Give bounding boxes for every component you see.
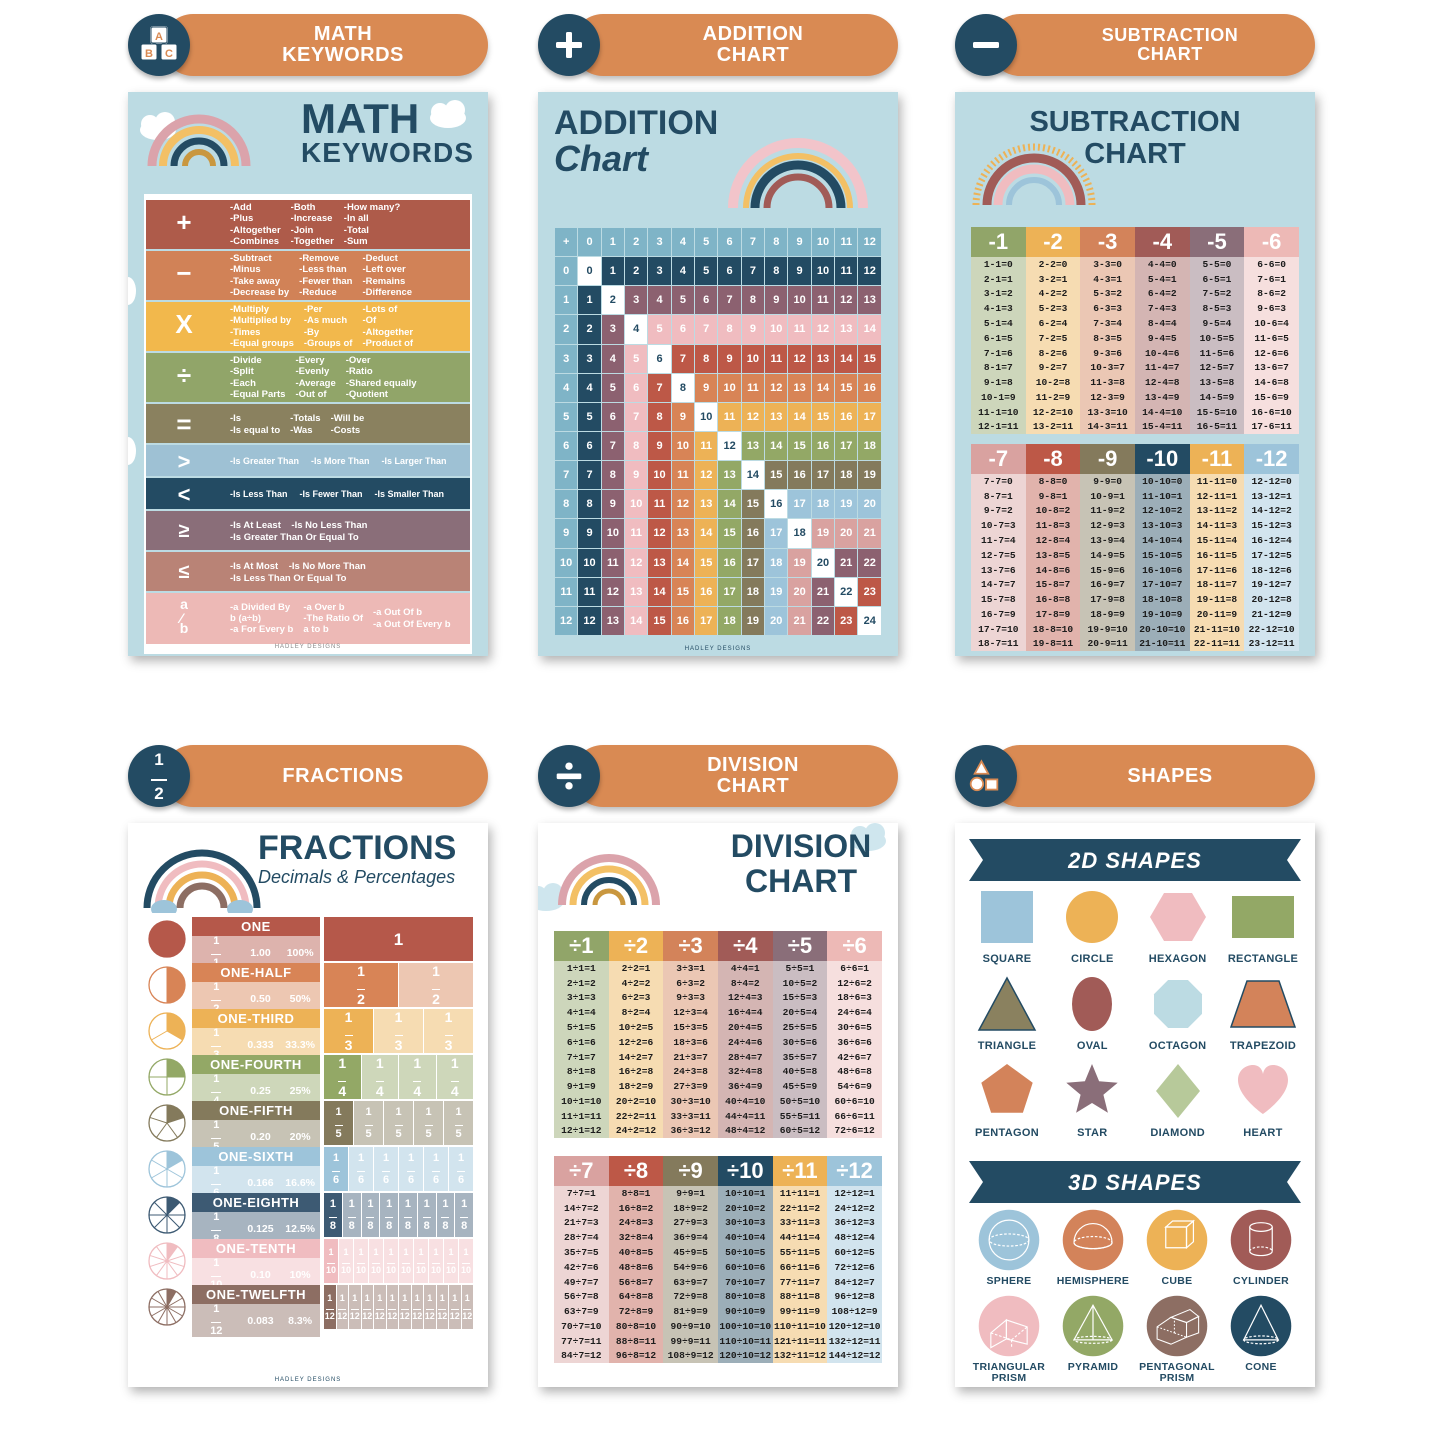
svg-text:B: B [145, 48, 153, 60]
svg-text:3D SHAPES: 3D SHAPES [1068, 1170, 1202, 1195]
svg-text:C: C [165, 48, 173, 60]
svg-text:A: A [155, 31, 163, 43]
svg-text:2D SHAPES: 2D SHAPES [1067, 848, 1202, 873]
